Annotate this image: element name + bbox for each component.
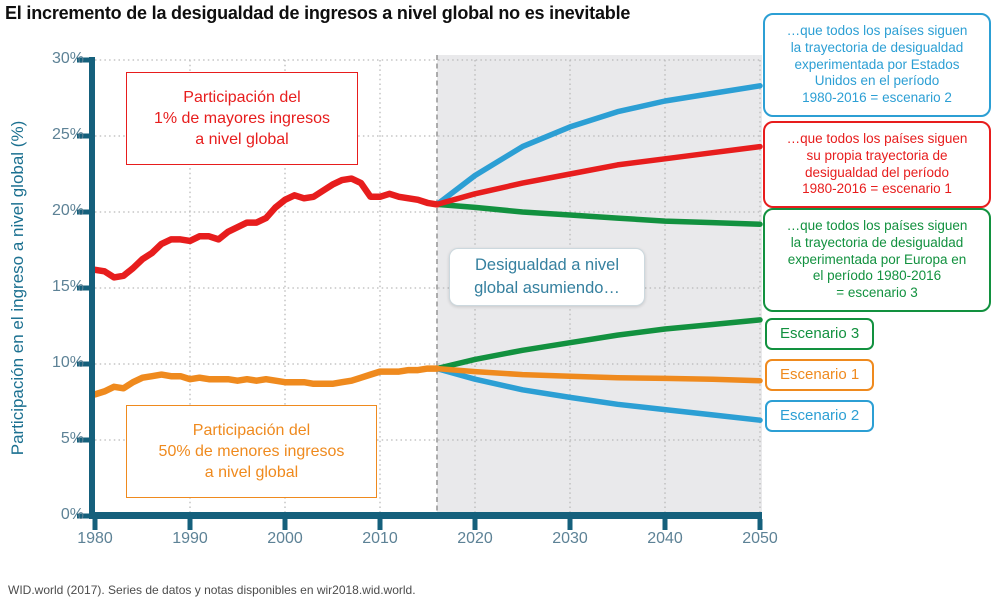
y-tick-mark: [77, 133, 89, 139]
scenario1-description-box: …que todos los países siguen su propia t…: [763, 121, 991, 209]
series-bottom50-escenario2-eeuu: [434, 365, 763, 423]
y-axis-title: Participación en el ingreso a nivel glob…: [8, 120, 27, 456]
scenario2-description-box: …que todos los países siguen la trayecto…: [763, 13, 991, 117]
series-top1-escenario2-eeuu: [434, 83, 763, 208]
x-tick-mark: [662, 519, 668, 530]
chart-title: El incremento de la desigualdad de ingre…: [5, 3, 631, 23]
y-tick-mark: [77, 361, 89, 367]
bottom50-share-note: Participación del 50% de menores ingreso…: [126, 405, 377, 498]
series-top1-historico: [91, 175, 441, 281]
y-tick-mark: [77, 285, 89, 291]
scenario2-label-badge: Escenario 2: [765, 400, 875, 432]
source-credit: WID.world (2017). Series de datos y nota…: [8, 583, 416, 597]
series-top1-escenario1-propia: [434, 143, 763, 208]
x-tick-mark: [472, 519, 478, 530]
y-axis-spine: [89, 57, 95, 516]
assuming-note: Desigualdad a nivel global asumiendo…: [449, 248, 645, 306]
x-axis-spine: [89, 512, 762, 519]
x-tick-mark: [92, 519, 98, 530]
x-tick-mark: [567, 519, 573, 530]
y-tick-mark: [77, 513, 89, 519]
scenario3-description-box: …que todos los países siguen la trayecto…: [763, 208, 991, 312]
x-tick-mark: [282, 519, 288, 530]
series-top1-escenario3-europa: [434, 201, 763, 227]
series-bottom50-escenario1-propia: [434, 365, 763, 384]
series-bottom50-escenario3-europa: [434, 317, 763, 372]
y-tick-mark: [77, 57, 89, 63]
x-tick-mark: [187, 519, 193, 530]
y-tick-mark: [77, 437, 89, 443]
top1-share-note: Participación del 1% de mayores ingresos…: [126, 72, 358, 165]
x-tick-mark: [757, 519, 763, 530]
x-tick-mark: [377, 519, 383, 530]
y-tick-mark: [77, 209, 89, 215]
scenario3-label-badge: Escenario 3: [765, 318, 875, 350]
scenario1-label-badge: Escenario 1: [765, 359, 875, 391]
series-bottom50-historico: [91, 365, 441, 398]
